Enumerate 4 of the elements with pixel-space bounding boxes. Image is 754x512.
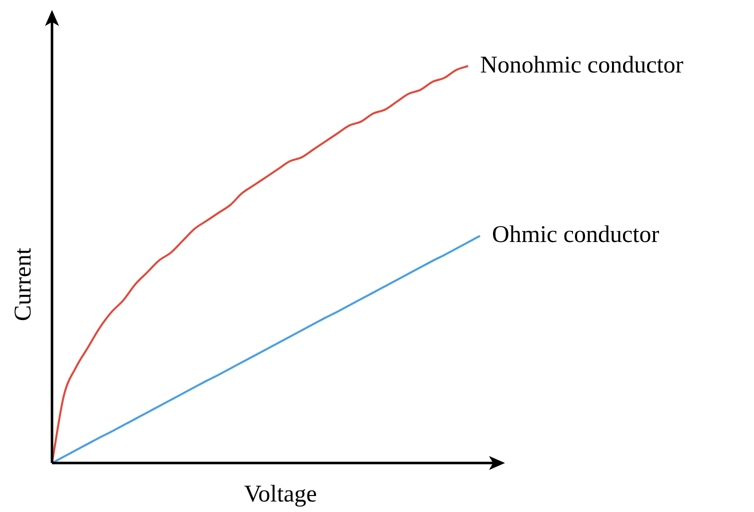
- y-axis-title: Current: [10, 248, 36, 322]
- x-axis-title: Voltage: [244, 481, 317, 508]
- series-label: Ohmic conductor: [492, 222, 660, 248]
- series-label: Nonohmic conductor: [480, 52, 684, 78]
